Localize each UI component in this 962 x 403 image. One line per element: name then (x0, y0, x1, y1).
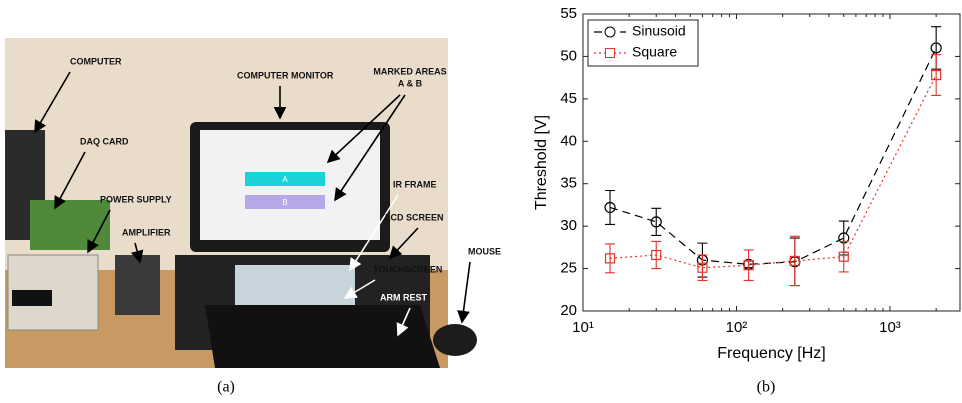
label: ARM REST (380, 292, 428, 302)
error-bar (931, 54, 942, 97)
area-a: A (282, 175, 288, 184)
label: POWER SUPPLY (100, 194, 172, 204)
y-tick-label: 25 (560, 260, 577, 277)
legend-box (587, 19, 699, 67)
x-tick-label: 10³ (879, 319, 901, 336)
series (604, 54, 942, 287)
area-b: B (282, 198, 287, 207)
caption: (b) (757, 379, 776, 396)
marker (650, 216, 662, 228)
marker (931, 69, 942, 81)
y-tick-label: 35 (560, 175, 577, 192)
error-bar (838, 240, 849, 273)
error-bar (697, 254, 708, 282)
marker (697, 262, 708, 273)
x-tick-label: 10² (726, 319, 748, 336)
error-bar (605, 189, 616, 225)
label: AMPLIFIER (122, 227, 171, 237)
legend-label: Square (632, 44, 677, 60)
marker (651, 249, 662, 261)
error-bar (651, 240, 662, 270)
marker (743, 260, 754, 271)
y-tick-label: 30 (560, 217, 577, 234)
marker (838, 251, 849, 262)
error-bar (651, 207, 662, 237)
label: COMPUTER MONITOR (237, 70, 334, 80)
y-tick-label: 55 (560, 5, 577, 22)
marker (930, 42, 942, 54)
caption: (a) (217, 379, 235, 396)
label: DAQ CARD (80, 136, 129, 146)
label: COMPUTER (70, 56, 122, 66)
y-tick-label: 45 (560, 90, 577, 107)
error-bar (789, 235, 800, 287)
marker (789, 255, 800, 267)
label: MOUSE (468, 246, 501, 256)
error-bar (743, 249, 754, 282)
label: IR FRAME (393, 179, 437, 189)
photo: A B COMPUTER DAQ CARD POWER SUPPLY AMPLI… (5, 38, 501, 396)
legend-marker (605, 48, 615, 58)
legend-marker (604, 26, 616, 38)
label: A & B (398, 78, 423, 88)
y-tick-label: 40 (560, 132, 577, 149)
marker (604, 201, 616, 214)
y-tick-label: 50 (560, 47, 577, 64)
label: MARKED AREAS (373, 66, 446, 76)
legend-label: Sinusoid (632, 23, 686, 39)
label: LCD SCREEN (385, 212, 444, 222)
y-axis-label: Threshold [V] (533, 115, 550, 210)
error-bar (605, 243, 616, 274)
marker (604, 253, 616, 264)
y-tick-label: 20 (560, 302, 577, 319)
x-tick-label: 10¹ (572, 319, 594, 336)
label: TOUCHSCREEN (373, 264, 442, 274)
x-axis-label: Frequency [Hz] (717, 345, 825, 362)
